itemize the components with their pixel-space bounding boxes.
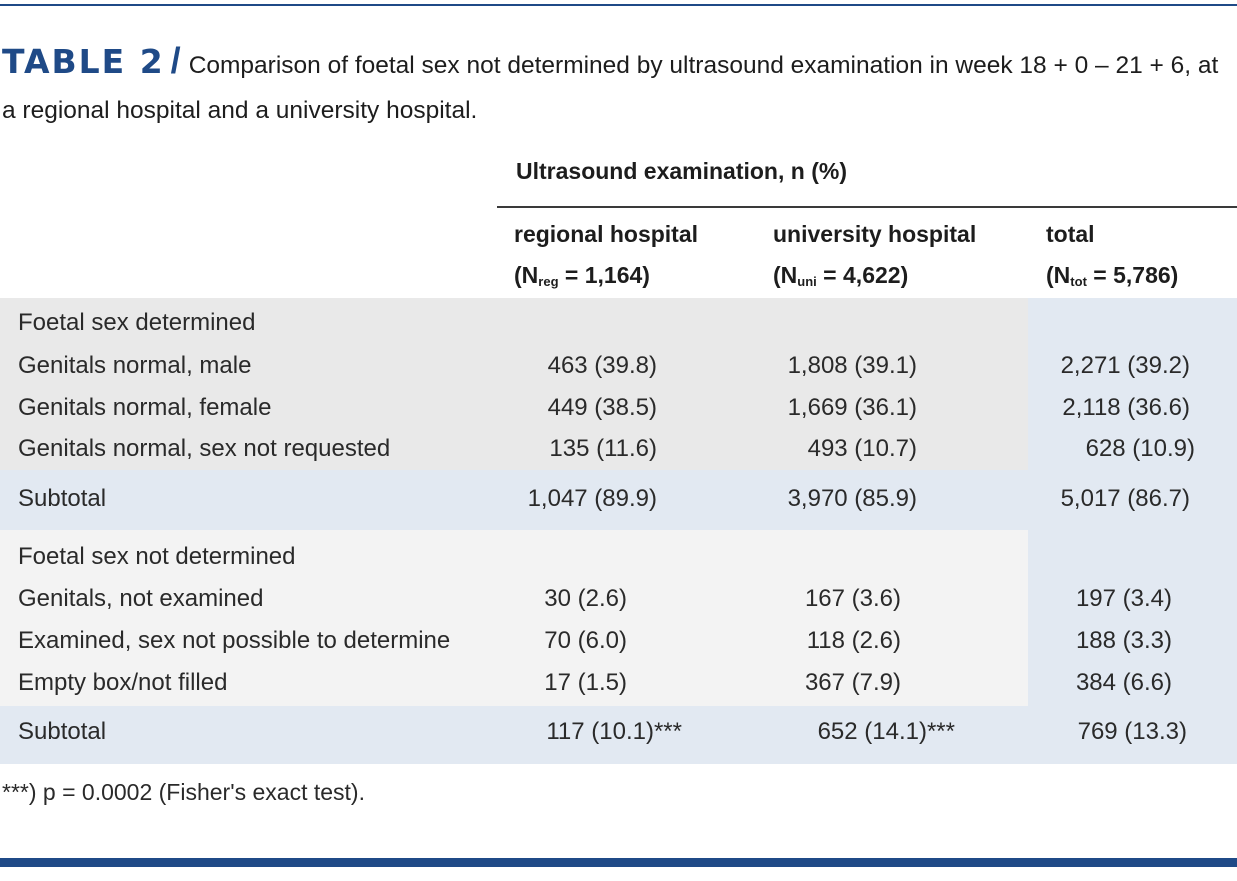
row-label: Examined, sex not possible to determine bbox=[18, 627, 451, 654]
caption-slash: / bbox=[170, 40, 181, 81]
table-caption: TABLE 2/Comparison of foetal sex not det… bbox=[2, 38, 1234, 133]
col-header-regional: regional hospital (Nreg = 1,164) bbox=[514, 214, 698, 296]
cell-university: 652 (14.1)*** bbox=[817, 718, 955, 745]
cell-university: 3,970 (85.9) bbox=[787, 485, 917, 512]
cell-regional: 30 (2.6) bbox=[544, 585, 627, 612]
row-label: Genitals, not examined bbox=[18, 585, 264, 612]
row-label: Genitals normal, female bbox=[18, 394, 272, 421]
cell-university: 1,808 (39.1) bbox=[787, 352, 917, 379]
section-band-not-determined bbox=[0, 530, 1028, 706]
section-header-not-determined: Foetal sex not determined bbox=[18, 543, 296, 570]
col-header-n: (Ntot = 5,786) bbox=[1046, 262, 1179, 289]
row-label: Genitals normal, sex not requested bbox=[18, 435, 391, 462]
table-footnote: ***) p = 0.0002 (Fisher's exact test). bbox=[2, 779, 365, 805]
column-super-header: Ultrasound examination, n (%) bbox=[516, 158, 847, 184]
total-column-band bbox=[1028, 298, 1237, 470]
cell-total: 384 (6.6) bbox=[1075, 669, 1172, 696]
caption-text: Comparison of foetal sex not determined … bbox=[2, 52, 1219, 124]
cell-total: 197 (3.4) bbox=[1075, 585, 1172, 612]
col-header-name: regional hospital bbox=[514, 221, 699, 247]
col-header-university: university hospital (Nuni = 4,622) bbox=[773, 214, 976, 296]
cell-total: 628 (10.9) bbox=[1085, 435, 1195, 462]
cell-university: 493 (10.7) bbox=[807, 435, 917, 462]
cell-university: 118 (2.6) bbox=[806, 627, 901, 654]
cell-regional: 17 (1.5) bbox=[544, 669, 627, 696]
cell-regional: 70 (6.0) bbox=[544, 627, 627, 654]
cell-total: 2,271 (39.2) bbox=[1060, 352, 1190, 379]
subtotal-band bbox=[0, 706, 1237, 764]
col-header-n: (Nreg = 1,164) bbox=[514, 262, 650, 289]
col-header-n: (Nuni = 4,622) bbox=[773, 262, 909, 289]
cell-university: 1,669 (36.1) bbox=[787, 394, 917, 421]
section-header-determined: Foetal sex determined bbox=[18, 309, 256, 336]
cell-regional: 449 (38.5) bbox=[547, 394, 657, 421]
col-header-name: total bbox=[1046, 221, 1095, 247]
cell-total: 2,118 (36.6) bbox=[1062, 394, 1190, 421]
cell-total: 188 (3.3) bbox=[1075, 627, 1172, 654]
cell-university: 367 (7.9) bbox=[804, 669, 901, 696]
super-header-rule bbox=[497, 206, 1237, 208]
table-label: TABLE 2 bbox=[2, 42, 165, 81]
row-label: Empty box/not filled bbox=[18, 669, 228, 696]
col-header-total: total (Ntot = 5,786) bbox=[1046, 214, 1178, 296]
cell-regional: 117 (10.1)*** bbox=[546, 718, 682, 745]
subtotal-label: Subtotal bbox=[18, 718, 107, 745]
bottom-rule bbox=[0, 858, 1237, 867]
cell-regional: 1,047 (89.9) bbox=[527, 485, 657, 512]
section-band-determined bbox=[0, 298, 1028, 470]
subtotal-band bbox=[0, 470, 1237, 530]
top-rule bbox=[0, 4, 1237, 6]
cell-regional: 135 (11.6) bbox=[549, 435, 657, 462]
total-column-band bbox=[1028, 530, 1237, 706]
cell-total: 769 (13.3) bbox=[1077, 718, 1187, 745]
cell-university: 167 (3.6) bbox=[804, 585, 901, 612]
row-label: Genitals normal, male bbox=[18, 352, 252, 379]
cell-regional: 463 (39.8) bbox=[547, 352, 657, 379]
col-header-name: university hospital bbox=[773, 221, 977, 247]
cell-total: 5,017 (86.7) bbox=[1060, 485, 1190, 512]
subtotal-label: Subtotal bbox=[18, 485, 107, 512]
